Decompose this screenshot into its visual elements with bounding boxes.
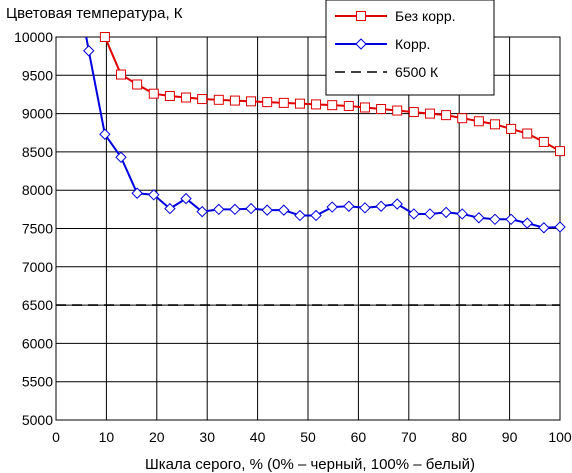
data-point	[326, 201, 338, 213]
data-point	[355, 38, 367, 50]
data-point	[181, 92, 192, 103]
data-point	[164, 90, 175, 101]
data-point	[196, 205, 208, 218]
data-point	[131, 187, 143, 199]
data-point	[213, 94, 224, 105]
data-point	[197, 94, 208, 105]
data-point	[555, 146, 565, 157]
data-point	[115, 151, 127, 163]
data-point	[538, 136, 549, 147]
data-point	[148, 189, 160, 201]
data-point	[489, 213, 501, 226]
data-point	[310, 209, 322, 222]
data-point	[229, 203, 241, 216]
data-point	[522, 128, 533, 139]
data-point	[132, 79, 143, 90]
data-point	[343, 100, 354, 111]
x-tick-label: 100	[548, 429, 572, 445]
data-point	[456, 208, 468, 220]
data-point	[229, 95, 240, 106]
y-tick-label: 10000	[14, 29, 53, 45]
data-point	[408, 107, 419, 118]
data-point	[489, 119, 500, 130]
data-point	[391, 198, 403, 210]
data-point	[213, 203, 225, 216]
data-point	[457, 113, 468, 124]
data-point	[294, 98, 305, 109]
data-point	[99, 32, 110, 42]
legend-item: 6500 К	[335, 64, 439, 80]
x-axis-title: Шкала серого, % (0% – черный, 100% – бел…	[145, 456, 475, 473]
x-tick-label: 50	[300, 429, 316, 445]
data-point	[473, 116, 484, 127]
data-point	[376, 104, 387, 115]
data-point	[441, 110, 452, 121]
data-point	[375, 200, 387, 212]
x-tick-label: 70	[401, 429, 417, 445]
data-point	[521, 217, 533, 229]
data-point	[278, 204, 290, 216]
data-point	[506, 123, 517, 134]
series-layer	[56, 32, 566, 306]
data-point	[424, 208, 436, 220]
legend-item: Корр.	[335, 36, 430, 52]
data-point	[180, 192, 192, 205]
data-point	[408, 208, 420, 220]
x-tick-label: 60	[351, 429, 367, 445]
data-point	[148, 88, 159, 99]
legend-label: 6500 К	[395, 64, 439, 80]
x-tick-labels: 0 10 20 30 40 50 60 70 80 90 100	[52, 429, 572, 445]
data-point	[343, 200, 355, 212]
series-2	[83, 37, 566, 234]
data-point	[538, 222, 550, 234]
x-tick-label: 80	[451, 429, 467, 445]
y-tick-label: 8500	[22, 144, 53, 160]
x-tick-label: 10	[99, 429, 115, 445]
data-point	[327, 100, 338, 111]
legend-item: Без корр.	[335, 8, 456, 24]
y-tick-label: 7500	[22, 221, 53, 237]
y-tick-label: 6000	[22, 335, 53, 351]
x-tick-label: 20	[149, 429, 165, 445]
data-point	[359, 202, 371, 214]
y-tick-label: 5500	[22, 374, 53, 390]
legend-label: Корр.	[395, 36, 430, 52]
data-point	[424, 108, 435, 119]
y-tick-label: 7000	[22, 259, 53, 275]
x-tick-label: 30	[199, 429, 215, 445]
data-point	[311, 99, 322, 110]
y-tick-label: 6500	[22, 297, 53, 313]
data-point	[294, 209, 306, 222]
data-point	[505, 213, 517, 226]
data-point	[359, 102, 370, 113]
y-axis-title: Цветовая температура, К	[6, 5, 183, 22]
data-point	[99, 128, 111, 140]
y-tick-label: 9000	[22, 106, 53, 122]
data-point	[554, 221, 566, 233]
data-point	[392, 105, 403, 116]
data-point	[440, 206, 452, 219]
y-tick-label: 5000	[22, 412, 53, 428]
y-tick-label: 9500	[22, 67, 53, 83]
y-tick-labels: 5000 5500 6000 6500 7000 7500 8000 8500 9000 9500…	[14, 29, 53, 428]
data-point	[164, 202, 176, 215]
legend: Без корр. Корр. 6500 К	[325, 0, 495, 96]
legend-box	[325, 0, 495, 96]
data-point	[278, 97, 289, 108]
data-point	[261, 204, 273, 216]
data-point	[246, 96, 257, 107]
data-point	[116, 69, 127, 80]
data-point	[262, 97, 273, 108]
legend-label: Без корр.	[395, 8, 456, 24]
data-point	[356, 11, 366, 21]
x-tick-label: 90	[502, 429, 518, 445]
x-tick-label: 40	[250, 429, 266, 445]
x-tick-label: 0	[52, 429, 60, 445]
data-point	[245, 202, 257, 215]
series-1	[99, 32, 565, 157]
data-point	[83, 45, 95, 57]
data-point	[473, 212, 485, 224]
y-tick-label: 8000	[22, 182, 53, 198]
